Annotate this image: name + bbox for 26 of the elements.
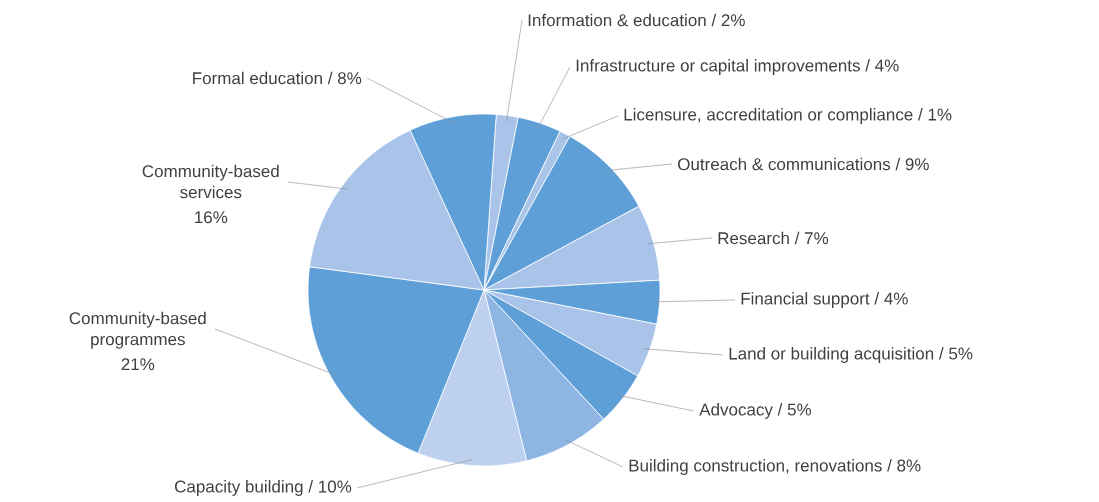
slice-label: Licensure, accreditation or compliance — [624, 108, 913, 124]
data-label: 16% — [195, 211, 228, 224]
slice-label: Financial support — [741, 292, 870, 308]
slice-label: Advocacy — [699, 403, 773, 419]
slice-label: Land or building acquisition — [729, 347, 934, 363]
data-label: / 2% — [711, 13, 745, 27]
slice-label: Information & education — [528, 13, 706, 27]
data-label: / 4% — [874, 292, 908, 305]
data-label: / 9% — [895, 157, 929, 171]
data-label: / 10% — [308, 480, 352, 493]
slice-label: Research — [718, 231, 789, 245]
data-label: / 7% — [794, 231, 829, 245]
data-label: / 8% — [887, 459, 921, 472]
slice-label: Outreach & communications — [678, 157, 891, 171]
slice-label: Capacity building — [175, 480, 303, 496]
data-label: / 1% — [918, 108, 952, 121]
data-label: / 8% — [327, 71, 362, 85]
data-label: / 5% — [777, 403, 812, 416]
slice-label: Building construction, renovations — [629, 459, 882, 475]
data-label: / 5% — [938, 347, 973, 360]
slice-label: Community-based programmes — [69, 311, 206, 349]
slice-label: Community-based services — [142, 164, 279, 199]
data-label: 21% — [121, 358, 155, 371]
data-label: / 4% — [865, 59, 899, 72]
slice-label: Infrastructure or capital improvements — [576, 59, 860, 75]
slice-label: Formal education — [193, 71, 322, 85]
